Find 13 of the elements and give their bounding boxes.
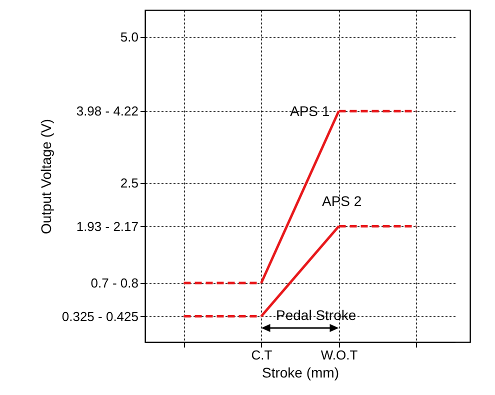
y-tick-label: 2.5 xyxy=(120,176,138,191)
annotation: Pedal Stroke xyxy=(276,307,356,323)
y-tick-label: 0.7 - 0.8 xyxy=(90,275,138,290)
y-tick-label: 3.98 - 4.22 xyxy=(76,104,138,119)
x-axis-title: Stroke (mm) xyxy=(262,364,339,380)
x-tick-label: W.O.T xyxy=(320,348,358,362)
y-tick-label: 5.0 xyxy=(120,29,138,44)
annotation: APS 1 xyxy=(290,103,330,119)
x-tick-label: C.T xyxy=(251,348,272,362)
y-tick-label: 0.325 - 0.425 xyxy=(62,308,138,324)
annotation: APS 2 xyxy=(322,193,362,209)
y-axis-title: Output Voltage (V) xyxy=(38,118,54,234)
y-tick-label: 1.93 - 2.17 xyxy=(76,218,138,234)
